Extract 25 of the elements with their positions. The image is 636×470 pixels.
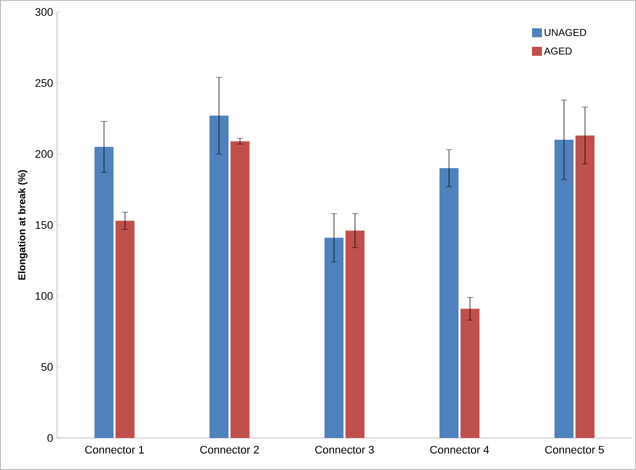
y-tick-label: 200	[35, 150, 53, 158]
y-tick-label: 50	[41, 363, 53, 371]
y-tick-label: 300	[35, 8, 53, 16]
y-tick-label: 0	[47, 434, 53, 442]
bar	[116, 220, 135, 438]
bar	[346, 230, 365, 438]
bar	[554, 140, 574, 438]
bar	[230, 141, 250, 438]
legend-label: AGED	[544, 48, 572, 55]
x-tick-label: Connector 3	[315, 446, 374, 454]
x-tick-label: Connector 2	[200, 446, 259, 454]
bar	[460, 308, 480, 438]
x-tick-label: Connector 4	[430, 446, 490, 454]
y-tick-label: 150	[36, 221, 53, 229]
bar	[440, 168, 459, 438]
y-axis-title: Elongation at break (%)	[18, 170, 28, 280]
x-tick-label: Connector 1	[85, 446, 144, 454]
bar	[324, 238, 344, 438]
bar	[94, 146, 114, 438]
legend-label: UNAGED	[544, 28, 586, 36]
bar	[210, 116, 229, 438]
bar	[576, 136, 595, 438]
x-tick-label: Connector 5	[545, 446, 604, 454]
y-tick-label: 100	[36, 292, 53, 300]
y-tick-label: 250	[35, 79, 53, 87]
